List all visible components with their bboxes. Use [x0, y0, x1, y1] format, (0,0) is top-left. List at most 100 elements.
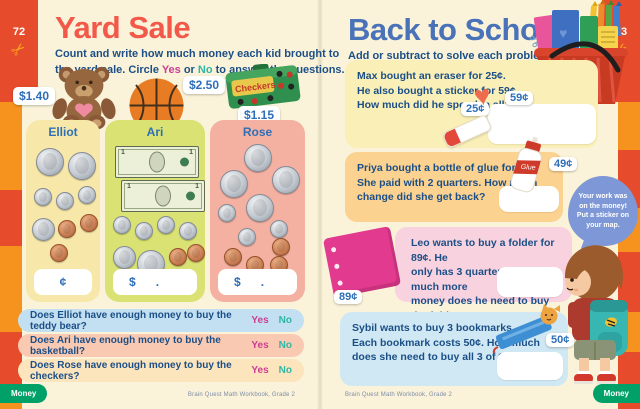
dollar-symbol: $ — [234, 275, 241, 289]
instructions: Add or subtract to solve each problem. — [348, 50, 553, 62]
kid-name: Rose — [242, 125, 273, 139]
price-tag-teddy: $1.40 — [13, 87, 56, 105]
money-chapter-tab: Money — [0, 384, 48, 403]
answer-box-elliot[interactable]: ¢ — [34, 269, 92, 295]
edge-stripe — [0, 190, 22, 246]
edge-stripe — [618, 252, 640, 312]
price-tag-glue: 49¢ — [549, 157, 578, 171]
question-row-ari: Does Ari have enough money to buy the ba… — [18, 334, 304, 357]
quarter-coin — [68, 152, 96, 180]
edge-stripe — [618, 102, 640, 150]
question-row-rose: Does Rose have enough money to buy the c… — [18, 359, 304, 382]
quarter-coin — [244, 144, 272, 172]
kid-name: Ari — [146, 125, 164, 139]
no-option[interactable]: No — [278, 315, 292, 326]
dime-coin — [113, 216, 131, 234]
decimal-point: . — [260, 275, 265, 289]
book-footer: Brain Quest Math Workbook, Grade 2 — [187, 392, 295, 398]
coin-area-elliot — [32, 144, 98, 262]
teddy-bear-image — [52, 66, 116, 130]
penny-coin — [50, 244, 68, 262]
yes-word: Yes — [161, 64, 181, 76]
page-spine — [317, 0, 323, 409]
decimal-point: . — [155, 275, 160, 289]
dime-coin — [56, 192, 74, 210]
dime-coin — [218, 204, 236, 222]
encouragement-speech-bubble: Your work was on the money! Put a sticker… — [568, 176, 638, 246]
svg-text:♥: ♥ — [559, 25, 567, 41]
dime-coin — [238, 228, 256, 246]
question-row-elliot: Does Elliot have enough money to buy the… — [18, 309, 304, 332]
question-text: Does Elliot have enough money to buy the… — [30, 309, 232, 332]
basket-handle — [549, 41, 621, 73]
penny-coin — [80, 214, 98, 232]
quarter-coin — [272, 166, 300, 194]
glue-bottle-icon: Glue — [510, 136, 542, 193]
answer-box-ari[interactable]: $. — [113, 269, 197, 295]
page-number: 72 — [12, 26, 26, 38]
penny-coin — [58, 220, 76, 238]
quarter-coin — [220, 170, 248, 198]
yes-option[interactable]: Yes — [251, 340, 269, 351]
problem-1-text: Max bought an eraser for 25¢. He also bo… — [357, 70, 519, 111]
coin-area-rose — [216, 144, 300, 274]
price-tag-folder: 89¢ — [334, 290, 363, 304]
edge-stripe — [0, 246, 22, 332]
dime-coin — [179, 222, 197, 240]
cat-bookmark-icon — [492, 304, 560, 354]
question-text: Does Rose have enough money to buy the c… — [30, 359, 232, 382]
or-word: or — [180, 64, 198, 76]
penny-coin — [187, 244, 205, 262]
boy-with-backpack-image — [564, 245, 628, 384]
dime-coin — [157, 216, 175, 234]
price-tag-sticker: 59¢ — [505, 91, 534, 105]
money-column-elliot: Elliot ¢ — [26, 120, 100, 302]
yes-option[interactable]: Yes — [251, 315, 269, 326]
answer-box-rose[interactable]: $. — [218, 269, 297, 295]
dime-coin — [34, 188, 52, 206]
nickel-coin — [113, 246, 136, 269]
quarter-coin — [246, 194, 274, 222]
penny-coin — [224, 248, 242, 266]
nickel-coin — [32, 218, 55, 241]
money-chapter-tab: Money — [592, 384, 640, 403]
penny-coin — [169, 248, 187, 266]
price-tag-bookmark: 50¢ — [546, 333, 575, 347]
kid-name: Elliot — [48, 125, 78, 139]
book-footer: Brain Quest Math Workbook, Grade 2 — [345, 392, 453, 398]
edge-stripe — [0, 332, 22, 386]
price-tag-basketball: $2.50 — [183, 76, 226, 94]
checkers-box-image: Checkers — [225, 64, 301, 109]
folder-icon — [322, 226, 402, 298]
penny-coin — [272, 238, 290, 256]
dime-coin — [78, 186, 96, 204]
quarter-coin — [36, 148, 64, 176]
no-word: No — [197, 64, 213, 76]
price-tag-eraser: 25¢ — [461, 102, 490, 116]
svg-text:Glue: Glue — [521, 164, 536, 172]
problem-2-text: Priya bought a bottle of glue for 49¢. S… — [357, 162, 540, 203]
dollar-symbol: $ — [129, 275, 136, 289]
question-text: Does Ari have enough money to buy the ba… — [30, 334, 221, 357]
page-corner-left: 72 ✂ — [0, 0, 38, 102]
page-title-yard-sale: Yard Sale — [55, 10, 191, 45]
problem-4-answer-box[interactable] — [497, 352, 563, 380]
edge-stripe — [0, 102, 22, 190]
price-tag-checkers: $1.15 — [238, 106, 281, 124]
problem-4-box: Sybil wants to buy 3 bookmarks. Each boo… — [340, 312, 568, 386]
money-column-rose: Rose $. — [210, 120, 305, 302]
page-title-back-to-school: Back to School — [348, 12, 565, 47]
problem-1-answer-box[interactable] — [488, 104, 596, 144]
dime-coin — [135, 222, 153, 240]
yes-option[interactable]: Yes — [251, 365, 269, 376]
no-option[interactable]: No — [278, 365, 292, 376]
no-option[interactable]: No — [278, 340, 292, 351]
problem-3-answer-box[interactable] — [497, 267, 563, 297]
cent-symbol: ¢ — [59, 275, 67, 289]
basketball-image — [129, 78, 184, 133]
